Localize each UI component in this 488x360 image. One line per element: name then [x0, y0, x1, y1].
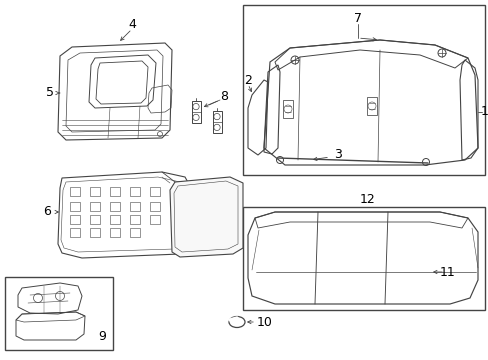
Bar — [208, 214, 220, 223]
Bar — [90, 228, 100, 237]
Bar — [208, 200, 220, 209]
Bar — [150, 215, 160, 224]
Bar — [283, 100, 292, 118]
Bar — [191, 101, 200, 123]
Polygon shape — [170, 177, 243, 257]
Text: 12: 12 — [359, 193, 375, 207]
Bar — [366, 97, 376, 115]
Text: 10: 10 — [257, 315, 272, 328]
Bar — [110, 228, 120, 237]
Bar — [243, 207, 484, 310]
Bar — [90, 215, 100, 224]
Bar — [212, 111, 221, 133]
Bar — [110, 187, 120, 196]
Text: 4: 4 — [128, 18, 136, 31]
Bar — [70, 215, 80, 224]
Bar — [70, 187, 80, 196]
Bar — [5, 277, 113, 350]
Bar — [189, 214, 200, 223]
Bar — [189, 186, 200, 195]
Bar — [110, 202, 120, 211]
Bar — [189, 228, 200, 237]
Text: 3: 3 — [333, 148, 341, 162]
Text: 8: 8 — [220, 90, 227, 104]
Bar — [130, 187, 140, 196]
Text: 11: 11 — [439, 265, 455, 279]
Text: 2: 2 — [244, 73, 251, 86]
Bar — [208, 186, 220, 195]
Bar — [130, 202, 140, 211]
Bar — [110, 215, 120, 224]
Bar — [182, 198, 212, 238]
Bar — [243, 5, 484, 175]
Bar — [90, 187, 100, 196]
Bar — [70, 202, 80, 211]
Bar — [130, 215, 140, 224]
Bar — [130, 228, 140, 237]
Bar — [150, 202, 160, 211]
Bar — [90, 202, 100, 211]
Text: 5: 5 — [46, 86, 54, 99]
Bar — [208, 228, 220, 237]
Bar — [189, 200, 200, 209]
Bar — [150, 187, 160, 196]
Text: 6: 6 — [43, 206, 51, 219]
Text: 1: 1 — [480, 105, 488, 118]
Text: 9: 9 — [98, 330, 106, 343]
Bar — [70, 228, 80, 237]
Text: 7: 7 — [353, 13, 361, 26]
